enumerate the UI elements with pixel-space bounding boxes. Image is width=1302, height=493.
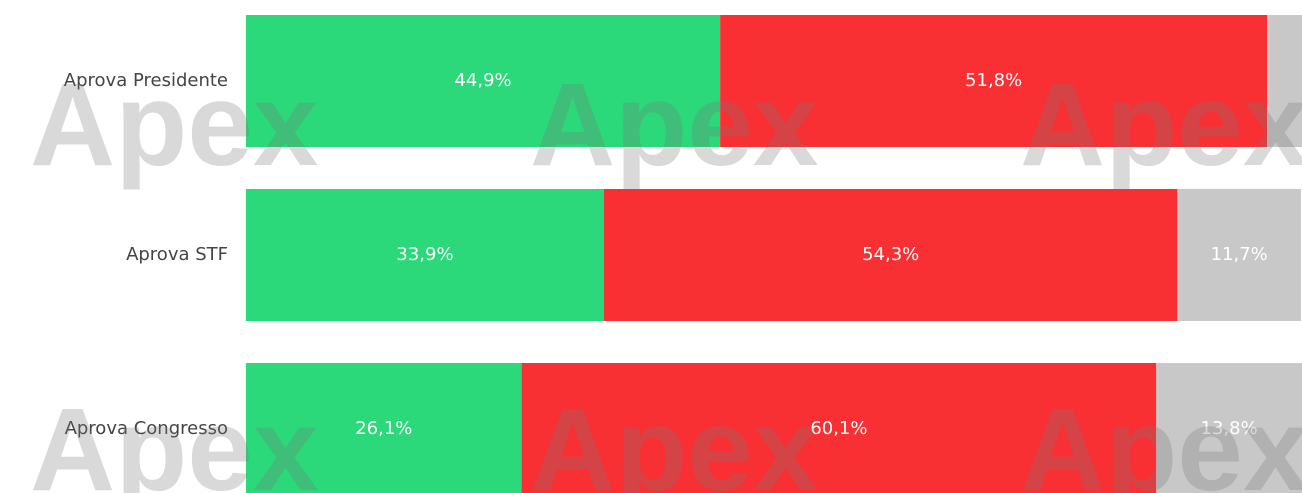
bar-segment <box>246 15 721 147</box>
value-label: 33,9% <box>396 244 453 265</box>
bar-segment <box>1177 189 1301 321</box>
bar-segment <box>1156 363 1302 493</box>
value-label: 60,1% <box>810 418 867 439</box>
bar-segment <box>720 15 1268 147</box>
value-label: 11,7% <box>1211 244 1268 265</box>
watermark: Apex <box>1020 384 1302 493</box>
bar-segment <box>246 363 522 493</box>
bar-segment <box>521 363 1157 493</box>
watermark: Apex <box>530 384 819 493</box>
watermark: Apex <box>30 59 319 191</box>
bar-segment <box>1267 15 1302 147</box>
watermark: Apex <box>530 59 819 191</box>
category-label: Aprova STF <box>126 244 228 265</box>
bar-segment <box>603 189 1178 321</box>
category-label: Aprova Presidente <box>64 70 228 91</box>
value-label: 44,9% <box>454 70 511 91</box>
watermark: Apex <box>30 384 319 493</box>
category-label: Aprova Congresso <box>65 418 228 439</box>
value-label: 51,8% <box>965 70 1022 91</box>
watermark: Apex <box>1020 59 1302 191</box>
bar-segment <box>246 189 604 321</box>
value-label: 13,8% <box>1201 418 1258 439</box>
value-label: 26,1% <box>355 418 412 439</box>
value-label: 54,3% <box>862 244 919 265</box>
